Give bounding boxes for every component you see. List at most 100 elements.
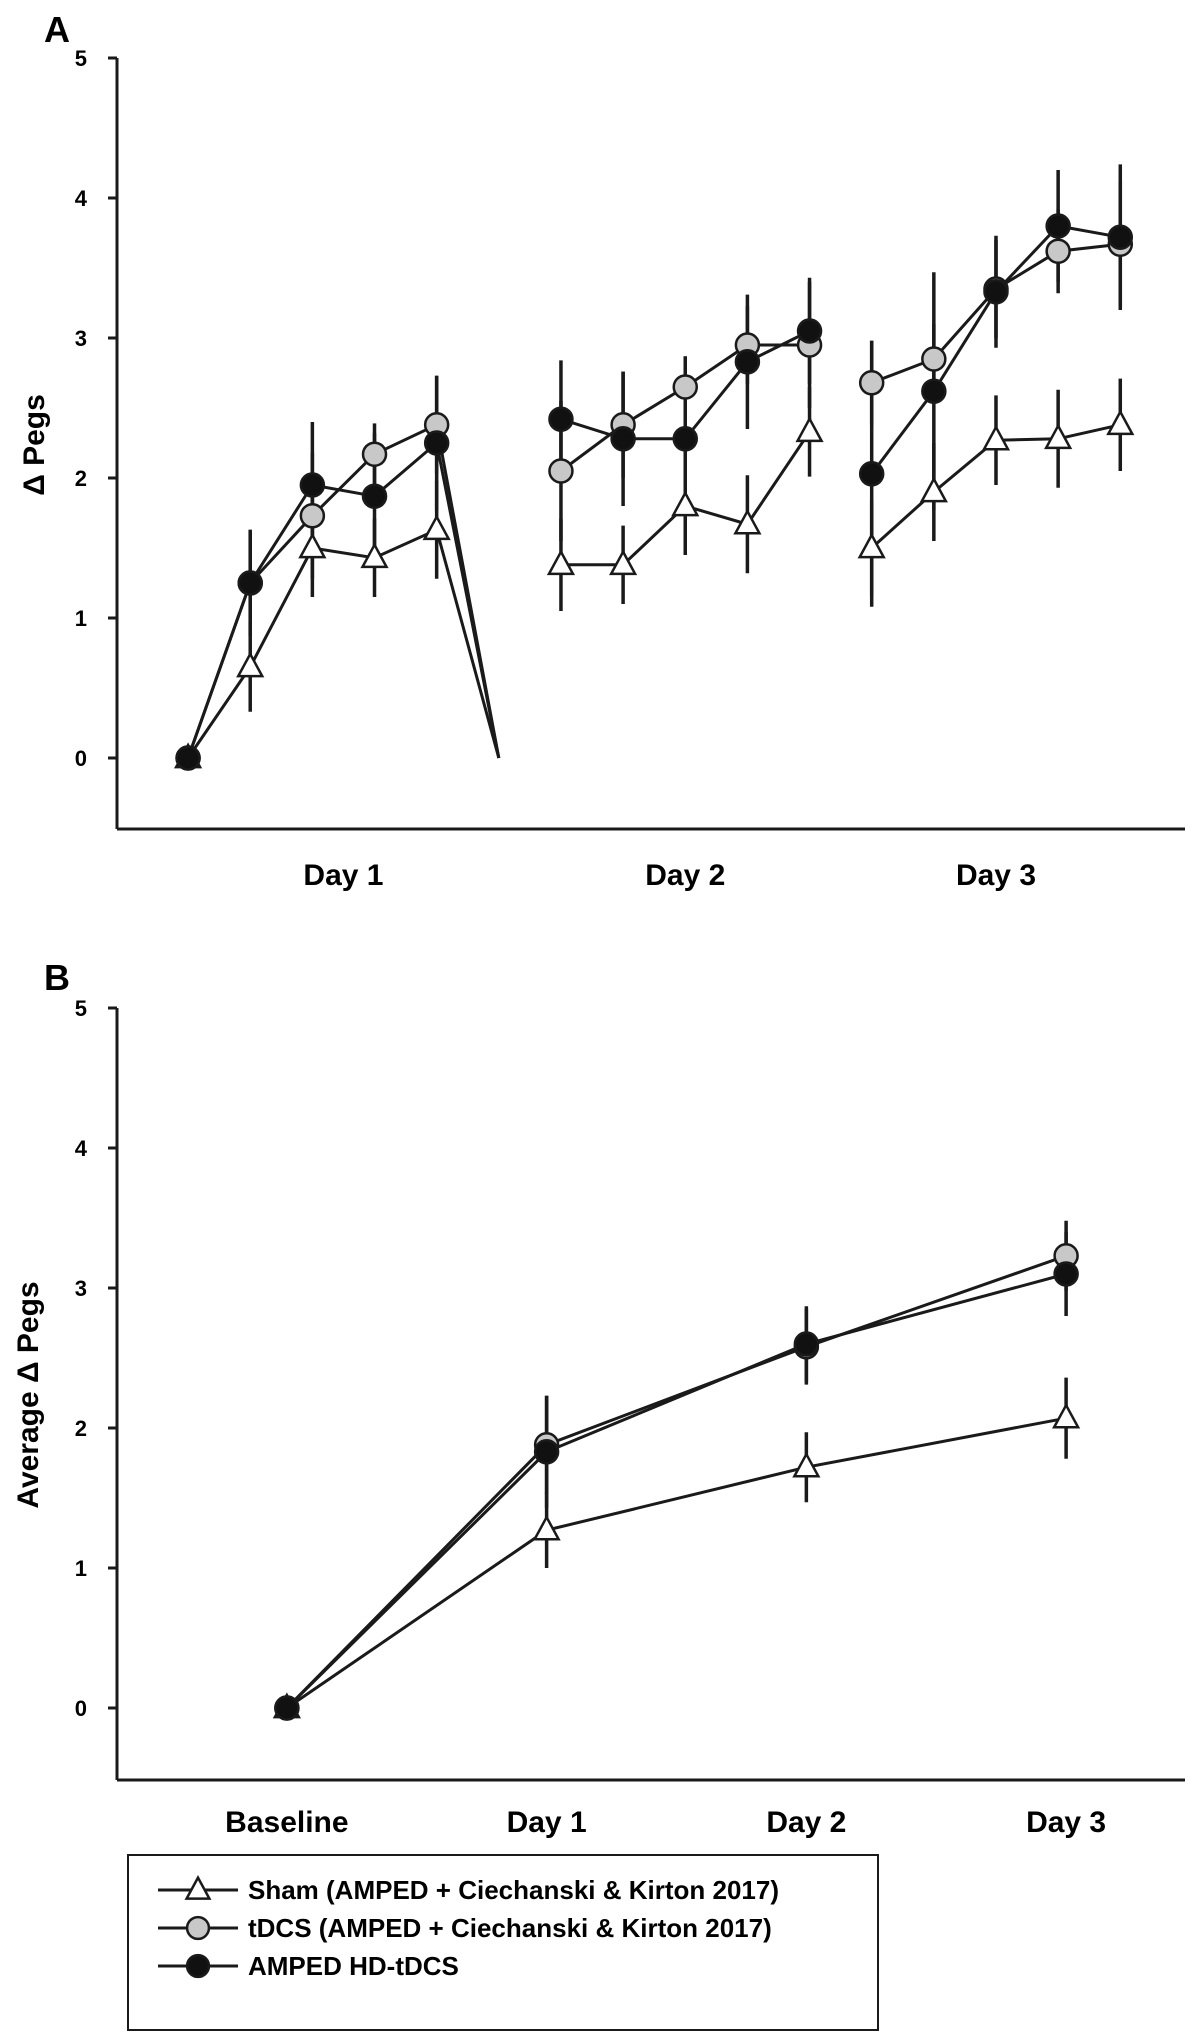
data-point-triangle <box>1044 423 1073 450</box>
data-point-black-circle <box>734 349 761 375</box>
data-point-triangle <box>857 532 886 559</box>
markers-gray-circle <box>274 1243 1079 1721</box>
markers-triangle <box>272 1402 1081 1719</box>
series-line <box>186 527 501 759</box>
legend-label: AMPED HD-tDCS <box>248 1951 459 1981</box>
y-tick-label: 1 <box>75 1556 87 1581</box>
series-gray-circle <box>186 181 1123 759</box>
data-point-black-circle <box>858 461 885 487</box>
data-point-black-circle <box>983 279 1009 305</box>
panel-b-x-categories: Baseline Day 1 Day 2 Day 3 <box>225 1806 1106 1839</box>
data-point-black-circle <box>796 318 823 344</box>
series-black-circle <box>285 1232 1068 1710</box>
panel-b-letter: B <box>44 957 70 998</box>
legend-items: Sham (AMPED + Ciechanski & Kirton 2017) t… <box>158 1875 779 1981</box>
x-category-label: Day 1 <box>303 859 383 892</box>
legend-marker-black-circle <box>185 1953 211 1979</box>
y-tick-label: 2 <box>75 1416 87 1441</box>
series-line <box>285 1272 1067 1710</box>
series-gray-circle <box>285 1220 1068 1710</box>
panel-a-x-categories: Day 1 Day 2 Day 3 <box>303 859 1036 892</box>
data-point-triangle <box>298 532 327 559</box>
panel-a-y-axis-title: Δ Pegs <box>18 394 51 496</box>
data-point-triangle <box>919 476 948 503</box>
data-point-black-circle <box>423 430 450 456</box>
data-point-triangle <box>532 1514 561 1541</box>
data-point-triangle <box>236 651 265 678</box>
data-point-black-circle <box>921 378 947 404</box>
panel-a-letter: A <box>44 9 70 50</box>
data-point-black-circle <box>175 745 201 771</box>
data-point-triangle <box>546 549 576 576</box>
y-tick-label: 3 <box>75 326 87 351</box>
data-point-triangle <box>1106 409 1135 436</box>
x-category-label: Day 3 <box>1026 1806 1106 1839</box>
legend-box <box>127 1854 879 2031</box>
data-point-black-circle <box>274 1695 300 1721</box>
data-point-black-circle <box>548 406 574 432</box>
data-point-gray-circle <box>548 458 574 484</box>
legend-label: tDCS (AMPED + Ciechanski & Kirton 2017) <box>248 1913 772 1943</box>
data-point-triangle <box>609 549 638 576</box>
data-point-black-circle <box>299 472 326 498</box>
series-line <box>285 1254 1067 1710</box>
data-point-triangle <box>360 542 389 569</box>
x-category-label: Day 1 <box>507 1806 587 1839</box>
markers-triangle <box>173 409 1135 769</box>
data-point-gray-circle <box>921 346 947 372</box>
y-tick-label: 5 <box>75 996 87 1021</box>
data-point-gray-circle <box>672 374 699 400</box>
legend: Sham (AMPED + Ciechanski & Kirton 2017) t… <box>127 1854 879 2031</box>
y-tick-label: 2 <box>75 466 87 491</box>
data-point-gray-circle <box>1045 238 1071 264</box>
series-triangle <box>286 1377 1068 1710</box>
y-tick-label: 0 <box>75 746 87 771</box>
data-point-triangle <box>733 508 762 535</box>
markers-black-circle <box>274 1261 1079 1721</box>
x-category-label: Day 2 <box>645 859 725 892</box>
panel-b: B 0 1 2 3 4 5 Average Δ Pegs Baseline Day 1 Day… <box>12 957 1185 1839</box>
panel-a: A 0 1 2 3 4 5 Δ Pegs Day 1 Day 2 Day 3 <box>18 9 1185 892</box>
data-point-black-circle <box>793 1331 820 1357</box>
markers-gray-circle <box>175 231 1134 771</box>
panel-a-plot <box>173 164 1135 771</box>
data-point-triangle <box>671 490 700 517</box>
legend-marker-triangle <box>184 1875 212 1900</box>
y-tick-label: 1 <box>75 606 87 631</box>
data-point-gray-circle <box>299 503 326 529</box>
data-point-gray-circle <box>858 370 885 396</box>
data-point-black-circle <box>533 1439 560 1465</box>
data-point-black-circle <box>610 426 636 452</box>
series-black-circle <box>186 164 1123 759</box>
data-point-black-circle <box>361 483 388 509</box>
markers-black-circle <box>175 213 1134 771</box>
panel-b-y-ticks: 0 1 2 3 4 5 <box>75 996 117 1721</box>
y-tick-label: 5 <box>75 46 87 71</box>
y-tick-label: 3 <box>75 1276 87 1301</box>
data-point-black-circle <box>672 426 699 452</box>
panel-b-y-axis-title: Average Δ Pegs <box>12 1281 45 1508</box>
y-tick-label: 0 <box>75 1696 87 1721</box>
x-category-label: Day 2 <box>766 1806 846 1839</box>
data-point-black-circle <box>237 570 263 596</box>
y-tick-label: 4 <box>75 1136 88 1161</box>
x-category-label: Baseline <box>225 1806 348 1839</box>
x-category-label: Day 3 <box>956 859 1036 892</box>
y-tick-label: 4 <box>75 186 88 211</box>
data-point-triangle <box>795 416 824 443</box>
panel-b-plot <box>272 1220 1081 1721</box>
data-point-triangle <box>422 514 451 541</box>
data-point-gray-circle <box>361 441 388 467</box>
series-line <box>186 440 501 759</box>
panel-a-y-ticks: 0 1 2 3 4 5 <box>75 46 117 771</box>
series-triangle <box>186 378 1123 759</box>
data-point-black-circle <box>1053 1261 1079 1287</box>
series-line <box>286 1416 1067 1710</box>
data-point-black-circle <box>1045 213 1071 239</box>
legend-marker-gray-circle <box>185 1915 211 1941</box>
data-point-black-circle <box>1107 224 1134 250</box>
data-point-triangle <box>981 424 1011 451</box>
data-point-triangle <box>792 1451 821 1478</box>
legend-label: Sham (AMPED + Ciechanski & Kirton 2017) <box>248 1875 779 1905</box>
